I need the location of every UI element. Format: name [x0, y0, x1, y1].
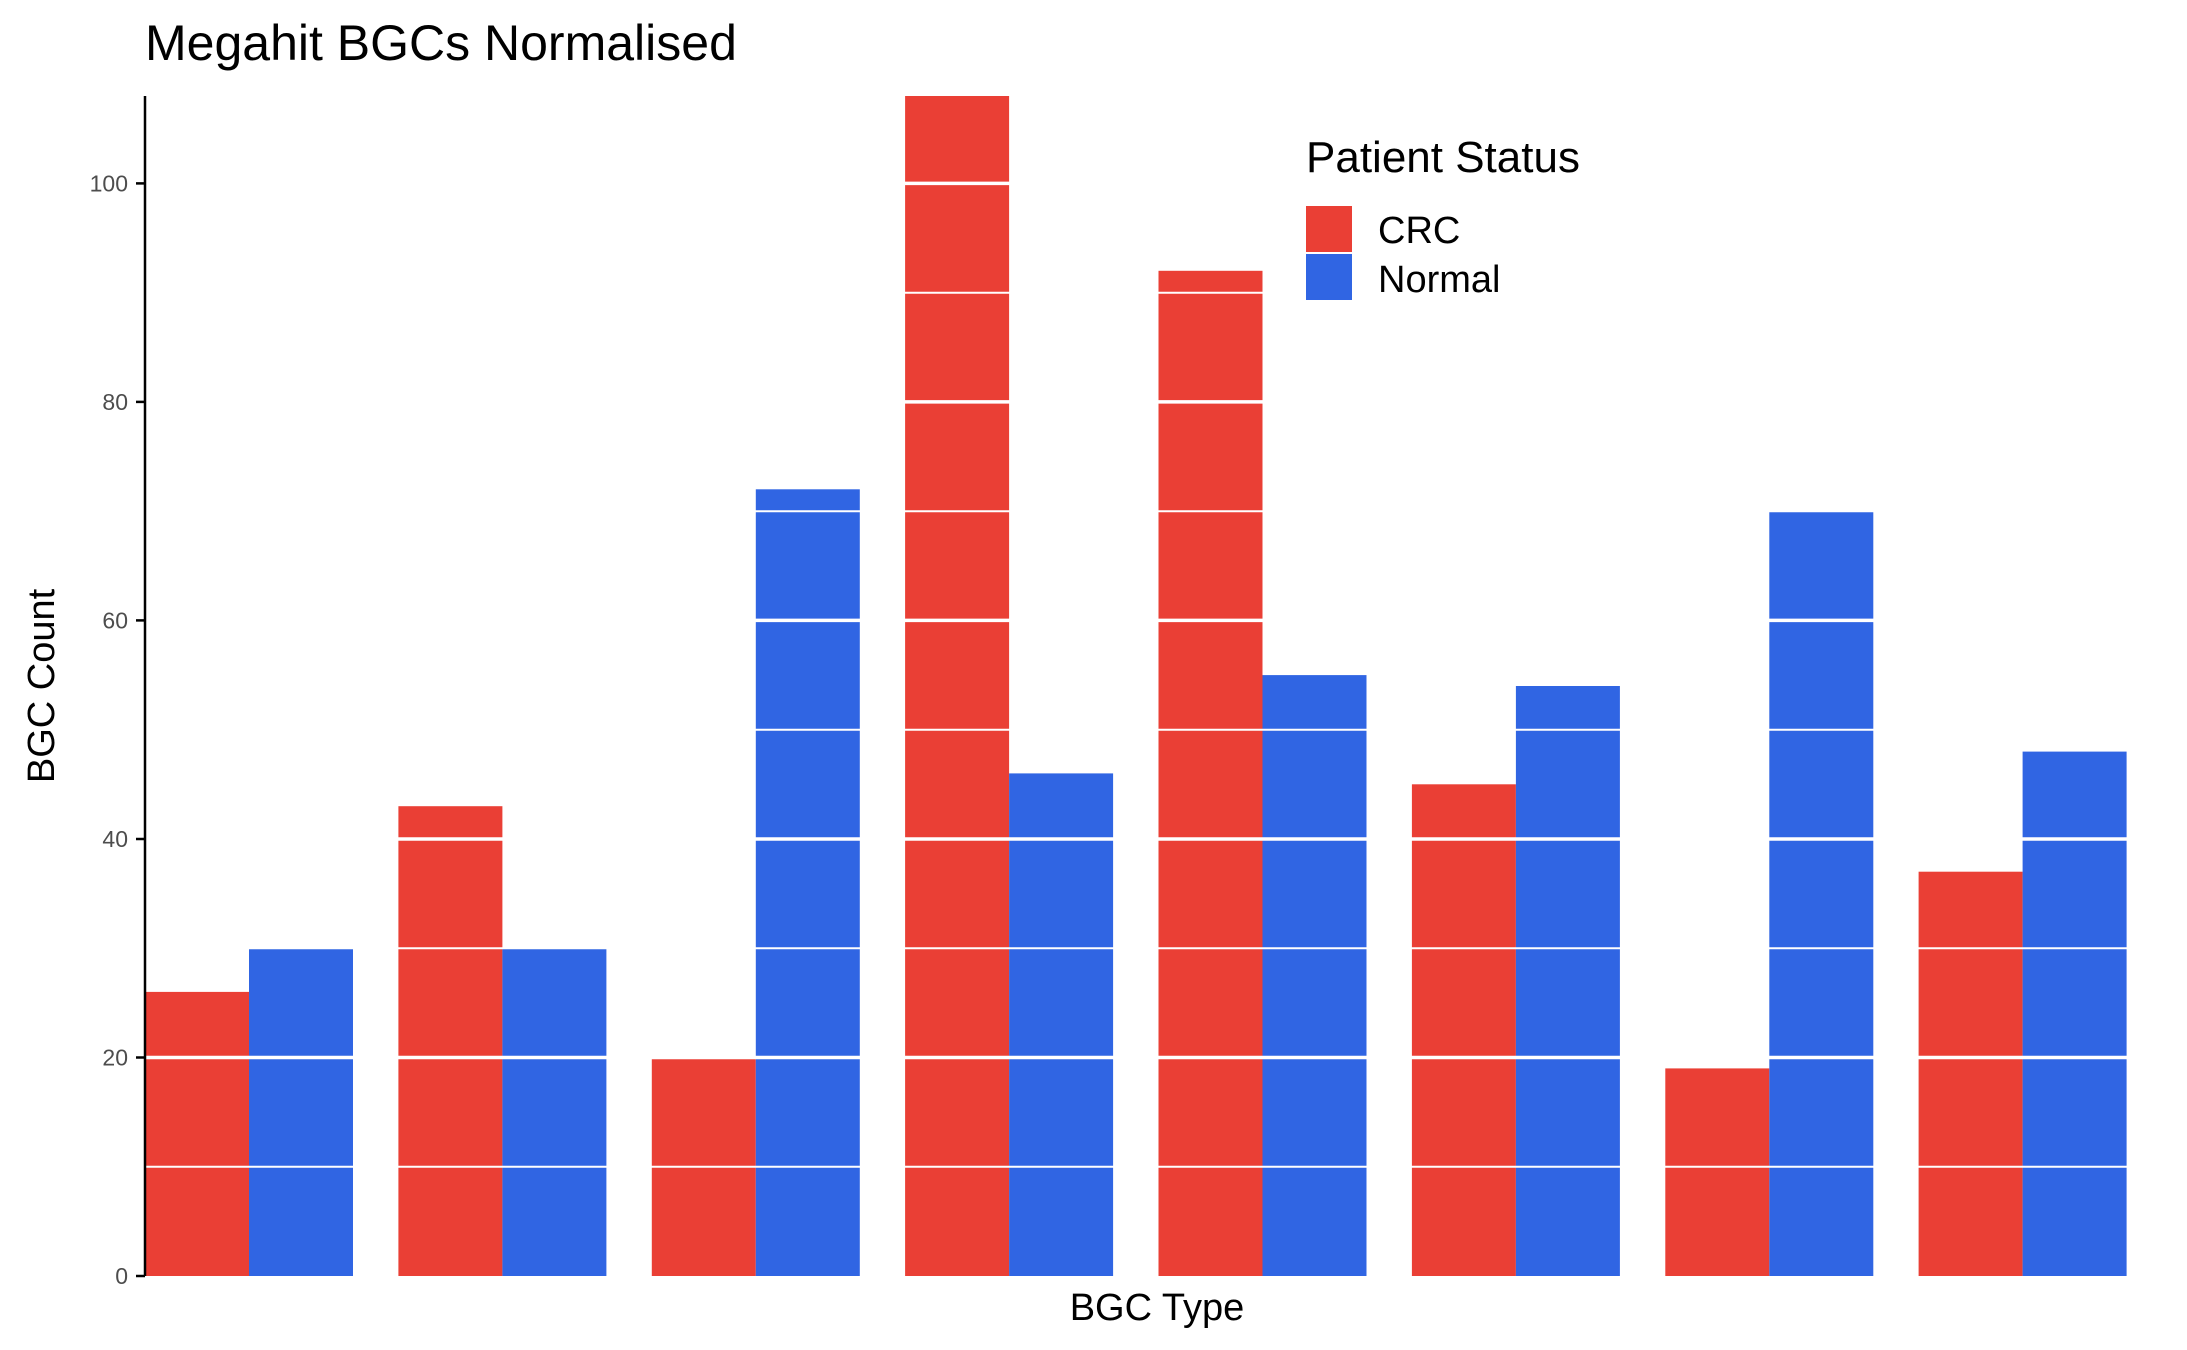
- bar-normal-4: [1009, 773, 1114, 1276]
- x-axis-title: BGC Type: [1070, 1287, 1245, 1329]
- legend-label-crc: CRC: [1378, 210, 1460, 252]
- legend-key-normal: [1306, 254, 1352, 300]
- bar-crc-8: [1918, 871, 2023, 1276]
- bar-normal-3: [755, 489, 860, 1276]
- plot-area: [145, 96, 2172, 1276]
- y-tick-label-20: 20: [102, 1045, 128, 1071]
- y-tick-label-100: 100: [90, 170, 128, 196]
- y-tick-label-60: 60: [102, 607, 128, 633]
- bar-crc-5: [1158, 270, 1263, 1276]
- bar-crc-4: [905, 96, 1010, 1276]
- bar-normal-5: [1262, 675, 1367, 1276]
- bar-normal-1: [249, 948, 353, 1276]
- bar-normal-6: [1515, 686, 1620, 1276]
- legend: Patient Status CRC Normal: [1306, 133, 1580, 301]
- bar-crc-6: [1411, 784, 1516, 1276]
- y-tick-label-80: 80: [102, 389, 128, 415]
- bars-group: [145, 96, 2127, 1276]
- bar-normal-8: [2022, 751, 2127, 1276]
- y-axis-ticks: 0 20 40 60 80 100: [90, 170, 145, 1289]
- bar-normal-7: [1769, 511, 1874, 1276]
- bar-crc-2: [398, 806, 503, 1276]
- bar-crc-7: [1665, 1068, 1770, 1276]
- y-axis-title: BGC Count: [21, 588, 63, 783]
- legend-key-crc: [1306, 206, 1352, 252]
- legend-label-normal: Normal: [1378, 259, 1500, 301]
- legend-title: Patient Status: [1306, 133, 1580, 182]
- bar-crc-1: [145, 991, 249, 1276]
- bar-normal-2: [502, 948, 607, 1276]
- chart-title: Megahit BGCs Normalised: [145, 15, 737, 71]
- y-tick-label-0: 0: [115, 1263, 128, 1289]
- gridlines-group: [145, 181, 2172, 1168]
- y-tick-label-40: 40: [102, 826, 128, 852]
